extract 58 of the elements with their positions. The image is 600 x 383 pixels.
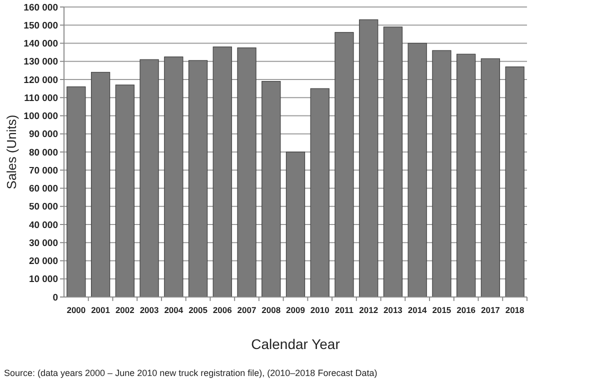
x-tick-label: 2014	[408, 305, 428, 315]
y-tick-label: 140 000	[24, 38, 58, 50]
y-tick-label: 150 000	[24, 20, 58, 32]
y-tick-label: 0	[52, 292, 58, 304]
bar	[237, 47, 256, 298]
x-tick-label: 2012	[359, 305, 378, 315]
y-axis-title: Sales (Units)	[4, 114, 19, 190]
bar	[115, 84, 134, 298]
y-tick-label: 40 000	[28, 220, 58, 231]
x-tick-label: 2009	[286, 305, 306, 315]
bar	[408, 42, 427, 298]
y-tick-label: 110 000	[24, 92, 58, 104]
x-tick-label: 2010	[310, 305, 330, 315]
bar	[188, 60, 208, 298]
y-tick-label: 20 000	[28, 256, 58, 268]
bar	[90, 72, 110, 298]
bar	[334, 32, 354, 298]
x-tick-label: 2016	[456, 305, 476, 315]
x-tick-label: 2003	[140, 305, 160, 315]
bar	[310, 88, 330, 298]
bar	[456, 54, 476, 298]
bar	[66, 86, 86, 298]
bar	[212, 46, 232, 298]
x-tick-label: 2007	[237, 305, 256, 315]
y-tick-label: 50 000	[28, 202, 58, 213]
bar	[505, 66, 524, 298]
y-tick-label: 60 000	[28, 184, 58, 195]
bar	[140, 59, 159, 298]
y-tick-label: 70 000	[28, 165, 58, 176]
x-tick-label: 2005	[188, 305, 208, 315]
bar	[359, 19, 378, 298]
x-tick-label: 2001	[91, 305, 110, 315]
x-tick-label: 2015	[432, 305, 452, 315]
x-tick-label: 2000	[66, 305, 86, 315]
x-tick-label: 2017	[480, 305, 500, 315]
x-tick-label: 2013	[384, 305, 403, 315]
y-tick-label: 120 000	[24, 74, 58, 86]
x-tick-label: 2006	[212, 305, 232, 315]
x-tick-label: 2002	[115, 305, 135, 315]
y-tick-label: 160 000	[24, 2, 58, 14]
bar	[480, 58, 500, 298]
y-tick-label: 30 000	[28, 238, 58, 249]
bar	[383, 26, 403, 298]
x-axis-title: Calendar Year	[251, 336, 340, 352]
bar	[262, 81, 281, 298]
x-tick-label: 2008	[262, 305, 281, 315]
source-note: Source: (data years 2000 – June 2010 new truck registration file), (2010–2018 Forecast Data)	[4, 368, 378, 378]
bar	[164, 56, 184, 298]
bar	[432, 50, 452, 298]
y-tick-label: 130 000	[24, 56, 58, 68]
bar	[286, 152, 306, 298]
x-tick-label: 2011	[335, 305, 354, 315]
y-tick-label: 90 000	[28, 129, 58, 140]
x-tick-label: 2018	[505, 305, 525, 315]
x-tick-label: 2004	[164, 305, 184, 315]
y-tick-label: 80 000	[28, 147, 58, 158]
y-tick-label: 100 000	[24, 111, 58, 122]
y-tick-label: 10 000	[28, 274, 58, 286]
